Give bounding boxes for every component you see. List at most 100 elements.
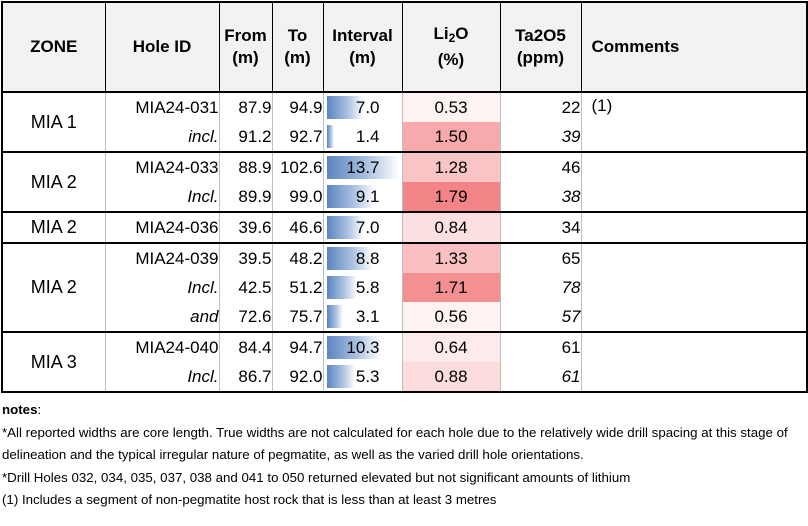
header-from: From (m): [218, 1, 272, 93]
interval-cell: 7.0: [322, 91, 402, 122]
li2o-cell: 0.64: [401, 331, 500, 362]
table-row: Incl. 86.7 92.0 5.3 0.88 61: [2, 362, 807, 393]
interval-value: 7.0: [355, 97, 380, 117]
header-zone: ZONE: [1, 1, 105, 93]
interval-value: 10.3: [346, 337, 380, 357]
from-cell: 89.9: [218, 182, 272, 212]
header-comments: Comments: [580, 1, 808, 93]
table-row: Incl. 89.9 99.0 9.1 1.79 38: [2, 182, 807, 212]
interval-cell: 3.1: [322, 302, 402, 332]
notes-section: notes: *All reported widths are core len…: [2, 399, 802, 512]
ta2o5-cell: 39: [499, 122, 581, 152]
hole-id-cell: incl.: [104, 122, 219, 152]
zone-cell: MIA 2: [1, 211, 106, 243]
table-body: MIA 1 MIA24-031 87.9 94.9 7.0 0.53 22 (1…: [1, 91, 808, 393]
table-row: MIA 2 MIA24-033 88.9 102.6 13.7 1.28 46: [1, 151, 808, 212]
ta2o5-cell: 34: [499, 211, 581, 243]
ta2o5-cell: 78: [499, 273, 581, 302]
interval-value: 5.8: [355, 277, 380, 297]
table-row: and 72.6 75.7 3.1 0.56 57: [2, 302, 807, 332]
interval-cell: 10.3: [322, 331, 402, 362]
interval-cell: 7.0: [322, 211, 402, 243]
ta2o5-cell: 65: [499, 242, 581, 273]
to-cell: 92.0: [271, 362, 323, 393]
ta2o5-cell: 38: [499, 182, 581, 212]
hole-id-cell: MIA24-036: [104, 211, 219, 243]
interval-value: 9.1: [355, 186, 380, 206]
interval-cell: 13.7: [322, 151, 402, 182]
to-cell: 46.6: [271, 211, 323, 243]
ta2o5-cell: 22: [499, 91, 581, 122]
from-cell: 84.4: [218, 331, 272, 362]
zone-cell: MIA 2: [1, 242, 106, 332]
li2o-cell: 0.84: [401, 211, 500, 243]
hole-id-cell: Incl.: [104, 182, 219, 212]
hole-id-cell: and: [104, 302, 219, 332]
li2o-cell: 1.71: [401, 273, 500, 302]
from-cell: 88.9: [218, 151, 272, 182]
hole-id-cell: Incl.: [104, 362, 219, 393]
comment-cell: [580, 242, 808, 332]
ta2o5-cell: 61: [499, 331, 581, 362]
zone-cell: MIA 2: [1, 151, 106, 212]
header-to: To (m): [271, 1, 323, 93]
li2o-cell: 1.50: [401, 122, 500, 152]
comment-cell: (1): [580, 91, 808, 152]
table-row: MIA 1 MIA24-031 87.9 94.9 7.0 0.53 22 (1…: [1, 91, 808, 152]
to-cell: 48.2: [271, 242, 323, 273]
hole-id-cell: MIA24-039: [104, 242, 219, 273]
from-cell: 87.9: [218, 91, 272, 122]
to-cell: 94.9: [271, 91, 323, 122]
interval-value: 1.4: [355, 126, 380, 146]
table-row: Incl. 42.5 51.2 5.8 1.71 78: [2, 273, 807, 302]
from-cell: 39.6: [218, 211, 272, 243]
note-line: *Drill Holes 032, 034, 035, 037, 038 and…: [2, 469, 631, 485]
interval-bar: [326, 365, 355, 388]
drill-results-table: ZONE Hole ID From (m) To (m) Interval (m) L…: [1, 1, 808, 393]
hole-id-cell: MIA24-040: [104, 331, 219, 362]
to-cell: 99.0: [271, 182, 323, 212]
to-cell: 94.7: [271, 331, 323, 362]
from-cell: 86.7: [218, 362, 272, 393]
interval-bar: [326, 96, 364, 119]
interval-cell: 9.1: [322, 182, 402, 212]
interval-bar: [326, 276, 357, 299]
ta2o5-cell: 46: [499, 151, 581, 182]
interval-value: 13.7: [346, 157, 380, 177]
comment-cell: [580, 151, 808, 212]
header-ta2o5: Ta2O5 (ppm): [499, 1, 581, 93]
interval-bar: [326, 305, 343, 328]
ta2o5-cell: 61: [499, 362, 581, 393]
hole-id-cell: Incl.: [104, 273, 219, 302]
interval-value: 3.1: [355, 306, 380, 326]
notes-heading: notes:: [2, 402, 42, 417]
interval-value: 8.8: [355, 248, 380, 268]
interval-bar: [326, 185, 375, 208]
to-cell: 51.2: [271, 273, 323, 302]
from-cell: 42.5: [218, 273, 272, 302]
note-line: (1) Includes a segment of non-pegmatite …: [2, 492, 497, 508]
hole-id-cell: MIA24-031: [104, 91, 219, 122]
to-cell: 102.6: [271, 151, 323, 182]
li2o-cell: 1.79: [401, 182, 500, 212]
hole-id-cell: MIA24-033: [104, 151, 219, 182]
from-cell: 39.5: [218, 242, 272, 273]
interval-cell: 5.8: [322, 273, 402, 302]
zone-cell: MIA 1: [1, 91, 106, 152]
li2o-cell: 0.56: [401, 302, 500, 332]
interval-cell: 5.3: [322, 362, 402, 393]
interval-bar: [326, 336, 381, 359]
table-row: MIA 2 MIA24-039 39.5 48.2 8.8 1.33 65: [1, 242, 808, 332]
header-interval: Interval (m): [322, 1, 402, 93]
comment-cell: [580, 331, 808, 393]
zone-cell: MIA 3: [1, 331, 106, 393]
table-row: MIA 2 MIA24-036 39.6 46.6 7.0 0.84 34: [1, 211, 808, 243]
note-line: *All reported widths are core length. Tr…: [2, 424, 788, 463]
from-cell: 91.2: [218, 122, 272, 152]
interval-value: 5.3: [355, 366, 380, 386]
li2o-cell: 1.28: [401, 151, 500, 182]
ta2o5-cell: 57: [499, 302, 581, 332]
header-li2o: Li2O (%): [401, 1, 500, 93]
interval-bar: [326, 156, 399, 179]
interval-cell: 8.8: [322, 242, 402, 273]
